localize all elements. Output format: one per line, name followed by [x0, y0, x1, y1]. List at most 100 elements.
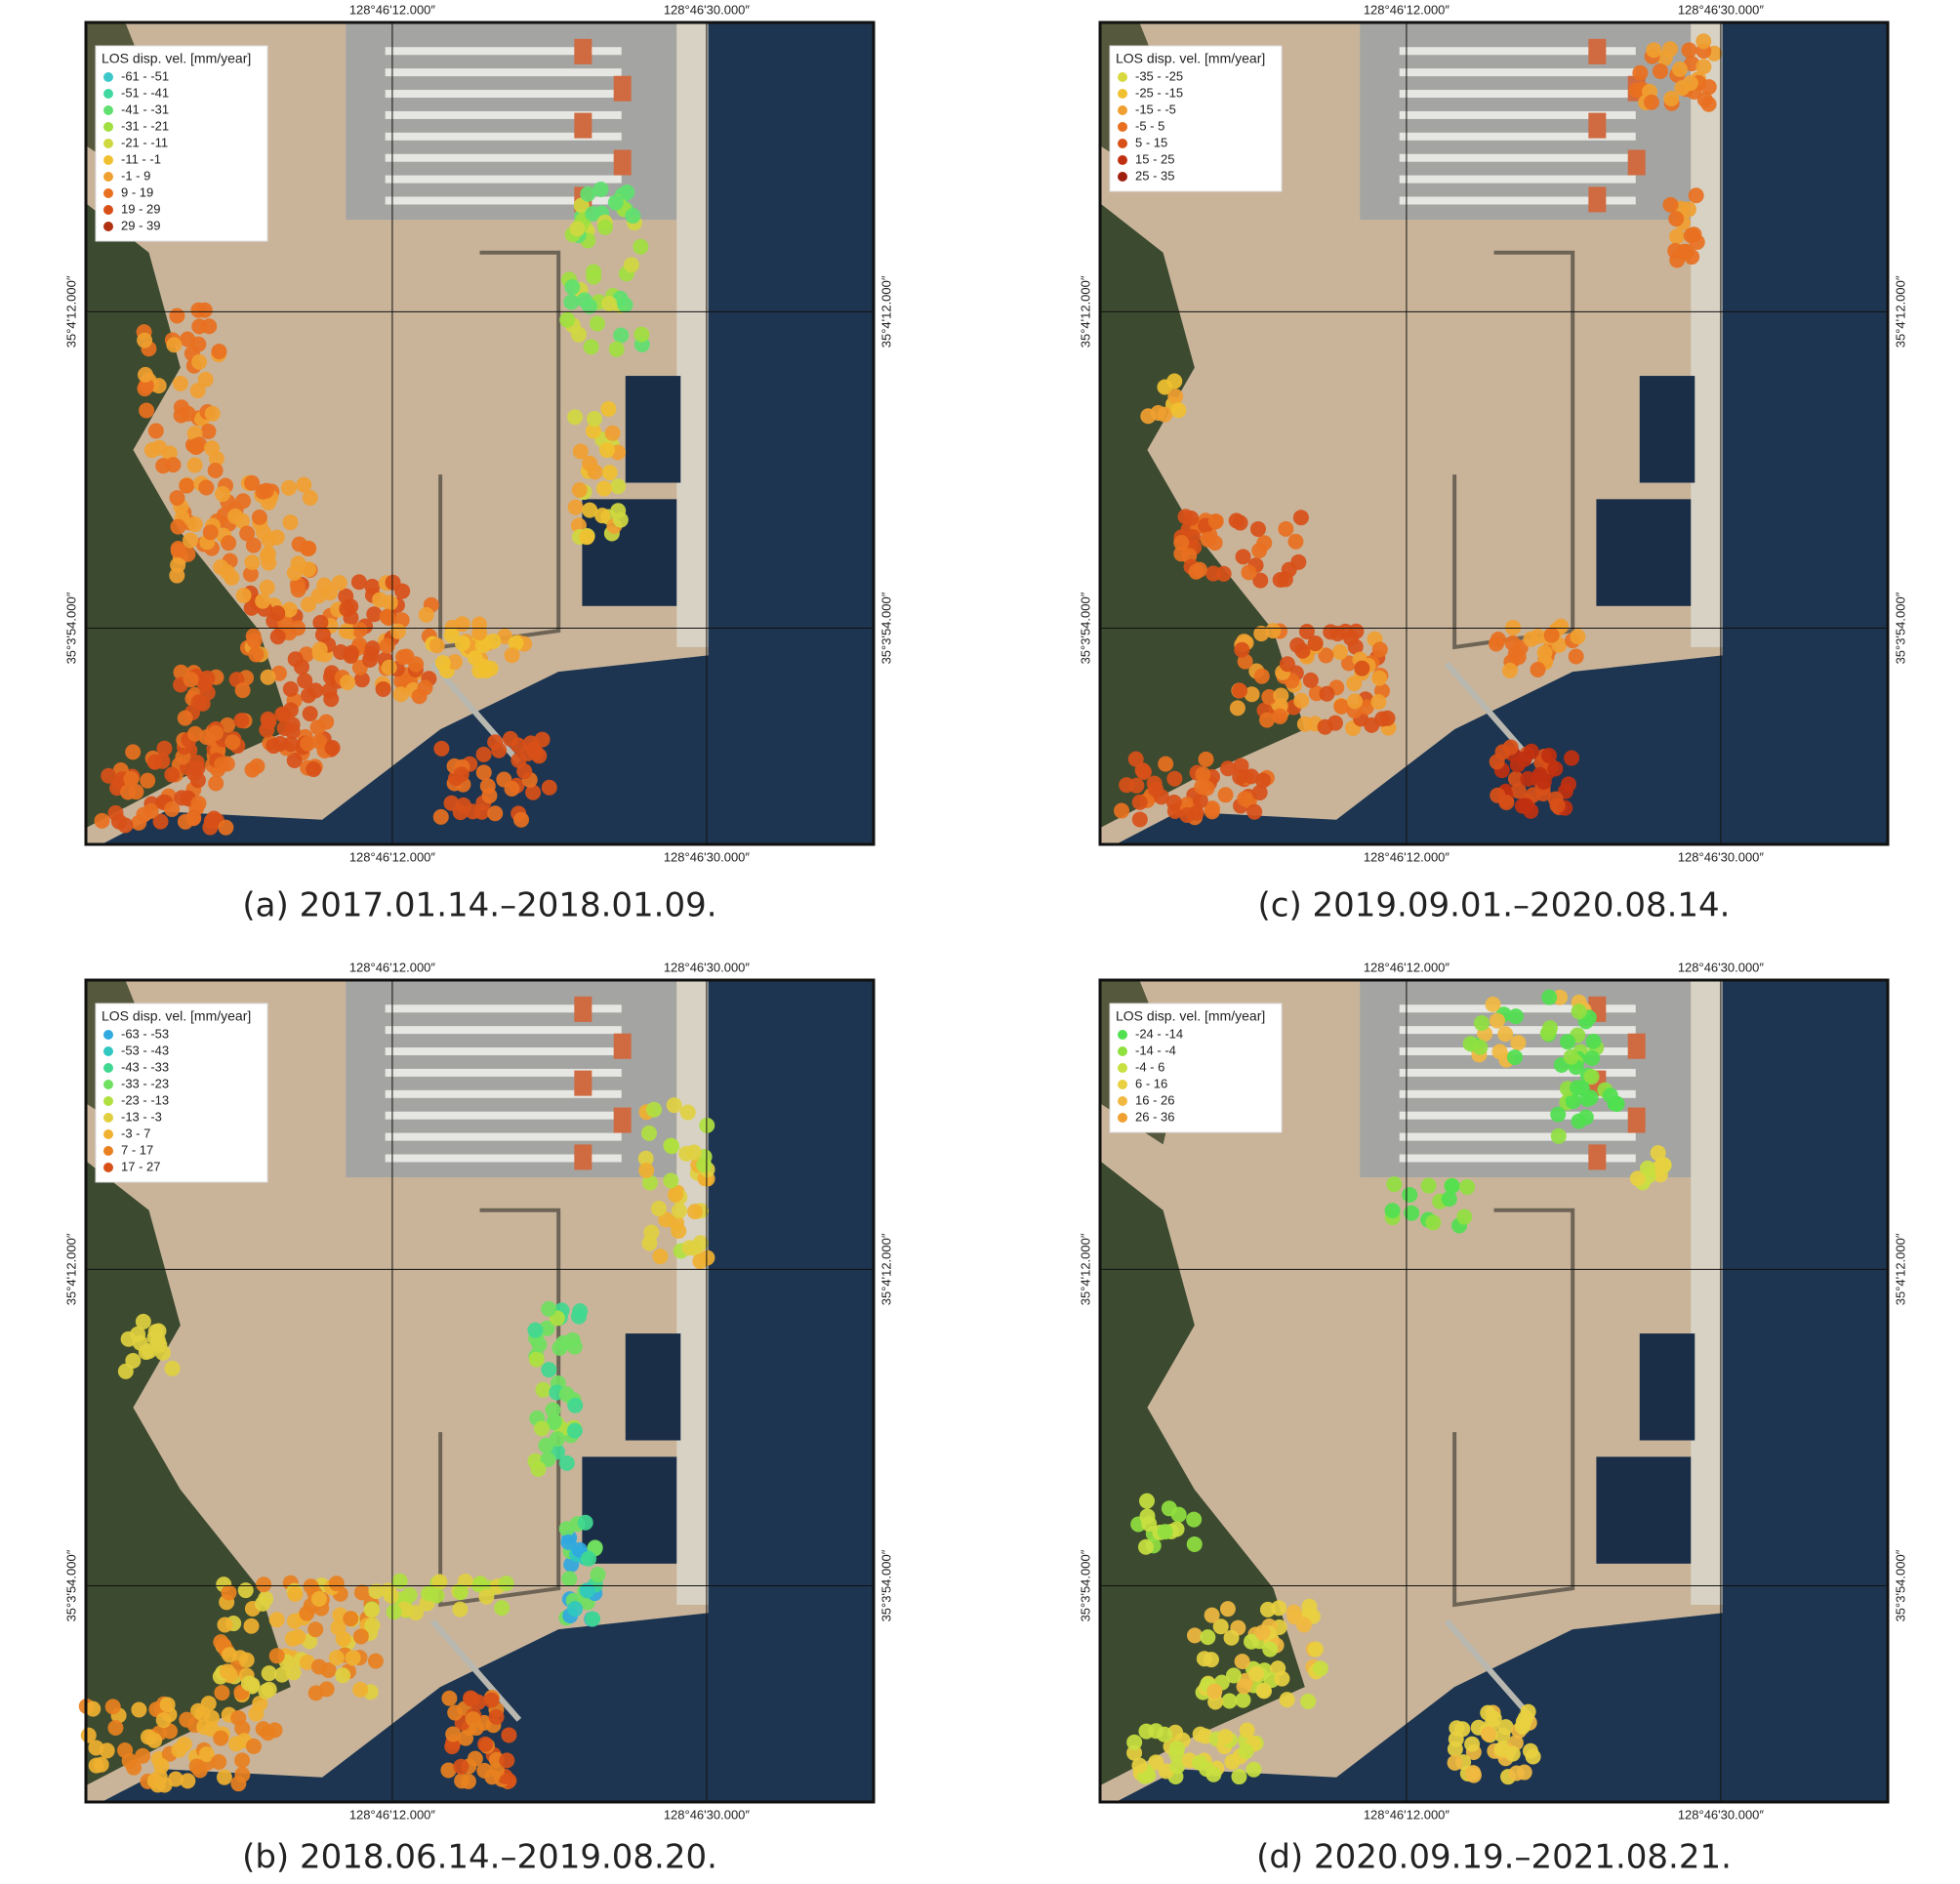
container-row: [385, 132, 622, 141]
measurement-point: [328, 1650, 345, 1666]
measurement-point: [421, 1585, 437, 1602]
measurement-point: [245, 1738, 262, 1754]
legend-swatch: [103, 89, 113, 99]
measurement-point: [88, 1740, 104, 1756]
measurement-point: [476, 1762, 493, 1779]
measurement-point: [1663, 90, 1680, 106]
legend-label: -61 - -51: [121, 68, 169, 83]
measurement-point: [190, 336, 207, 352]
measurement-point: [199, 670, 216, 686]
measurement-point: [1169, 1758, 1186, 1775]
measurement-point: [299, 1654, 315, 1670]
measurement-point: [1148, 781, 1164, 798]
panel-caption: (c) 2019.09.01.–2020.08.14.: [1258, 886, 1731, 925]
container-row: [1399, 1004, 1636, 1013]
measurement-point: [1131, 1757, 1148, 1774]
measurement-point: [214, 757, 230, 773]
measurement-point: [230, 1709, 247, 1726]
pond: [1639, 376, 1695, 483]
measurement-point: [1447, 1754, 1463, 1771]
measurement-point: [1505, 619, 1522, 635]
measurement-point: [282, 680, 299, 697]
legend-label: -31 - -21: [121, 118, 169, 133]
measurement-point: [579, 529, 595, 546]
measurement-point: [239, 525, 256, 542]
legend-label: -41 - -31: [121, 102, 169, 116]
container-row: [1399, 1068, 1636, 1077]
measurement-point: [687, 1204, 704, 1220]
measurement-point: [268, 529, 285, 546]
measurement-point: [566, 1422, 583, 1439]
measurement-point: [281, 601, 298, 618]
measurement-point: [177, 710, 193, 726]
measurement-point: [201, 318, 218, 335]
measurement-point: [140, 1729, 156, 1745]
measurement-point: [379, 608, 395, 625]
measurement-point: [470, 1694, 487, 1710]
measurement-point: [269, 629, 286, 645]
measurement-point: [338, 588, 354, 604]
measurement-point: [596, 219, 613, 235]
measurement-point: [183, 532, 199, 549]
legend-swatch: [1118, 1063, 1127, 1073]
container-row: [1399, 175, 1636, 184]
measurement-point: [1170, 1506, 1187, 1523]
measurement-point: [1560, 776, 1576, 793]
measurement-point: [501, 1727, 517, 1743]
measurement-point: [1333, 698, 1350, 715]
measurement-point: [471, 625, 488, 641]
measurement-point: [1204, 803, 1220, 820]
measurement-point: [372, 592, 388, 608]
measurement-point: [579, 1582, 595, 1599]
measurement-point: [541, 1362, 557, 1378]
legend-label: 17 - 27: [121, 1159, 160, 1173]
measurement-point: [286, 752, 303, 768]
measurement-point: [1307, 635, 1324, 652]
measurement-point: [186, 725, 203, 742]
measurement-point: [1317, 718, 1333, 735]
measurement-point: [1195, 766, 1211, 783]
map-frame: [1098, 978, 1890, 1804]
legend-label: -23 - -13: [121, 1092, 169, 1107]
measurement-point: [666, 1097, 682, 1114]
measurement-point: [331, 575, 347, 592]
measurement-point: [217, 1617, 233, 1633]
measurement-point: [389, 623, 406, 639]
measurement-point: [1245, 1761, 1262, 1778]
measurement-point: [1491, 1044, 1508, 1060]
measurement-point: [1655, 1157, 1672, 1173]
measurement-point: [601, 465, 618, 481]
measurement-point: [541, 779, 557, 796]
measurement-point: [104, 1699, 121, 1715]
measurement-point: [470, 1577, 487, 1593]
measurement-point: [259, 548, 275, 564]
top-coordinate: 128°46'12.000″: [349, 960, 436, 974]
left-coordinate: 35°4'12.000″: [63, 1233, 78, 1305]
panel-caption: (b) 2018.06.14.–2019.08.20.: [242, 1838, 717, 1877]
measurement-point: [1131, 811, 1148, 828]
measurement-point: [352, 1628, 369, 1645]
measurement-point: [1249, 520, 1266, 537]
measurement-point: [1540, 748, 1557, 764]
measurement-point: [297, 673, 313, 689]
measurement-point: [1494, 744, 1511, 760]
measurement-point: [475, 764, 492, 781]
measurement-point: [572, 443, 589, 460]
measurement-point: [164, 1360, 181, 1376]
pier: [1444, 661, 1536, 764]
measurement-point: [564, 1331, 581, 1348]
measurement-point: [1370, 694, 1387, 711]
measurement-point: [445, 1726, 462, 1742]
container-row: [1399, 153, 1636, 162]
measurement-point: [567, 1397, 584, 1413]
measurement-point: [429, 637, 445, 654]
measurement-point: [283, 736, 300, 753]
measurement-point: [1234, 1654, 1250, 1670]
measurement-point: [173, 399, 189, 416]
measurement-point: [607, 194, 624, 211]
measurement-point: [1254, 1624, 1271, 1641]
measurement-point: [1224, 1753, 1241, 1770]
measurement-point: [269, 605, 286, 622]
measurement-point: [1510, 649, 1527, 666]
measurement-point: [1489, 1012, 1505, 1029]
